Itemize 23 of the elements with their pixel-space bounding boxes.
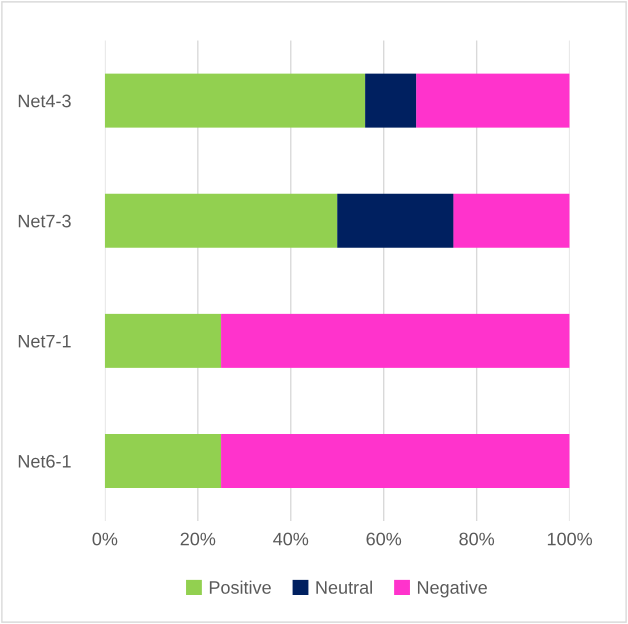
x-tick-label: 0% [92, 532, 118, 546]
y-tick-label: Net6-1 [18, 454, 71, 468]
bar [221, 314, 570, 368]
bar [104, 314, 222, 368]
legend-label: Negative [418, 580, 487, 598]
bar [453, 194, 570, 248]
x-tick-label: 100% [548, 532, 592, 546]
y-tick-label: Net4-3 [18, 94, 71, 108]
x-tick-label: 60% [366, 532, 402, 546]
bar [104, 74, 366, 128]
legend-label: Neutral [316, 580, 372, 594]
y-tick-label: Net7-3 [18, 214, 71, 228]
x-tick-label: 40% [273, 532, 308, 546]
legend-label: Positive [210, 580, 271, 594]
bar [221, 434, 570, 488]
bar [104, 194, 338, 248]
bar [365, 74, 416, 128]
bar [416, 74, 570, 128]
x-tick-label: 20% [180, 532, 216, 546]
bar [104, 434, 222, 488]
y-tick-label: Net7-1 [18, 334, 71, 348]
bar [337, 194, 454, 248]
x-tick-label: 80% [459, 532, 494, 546]
